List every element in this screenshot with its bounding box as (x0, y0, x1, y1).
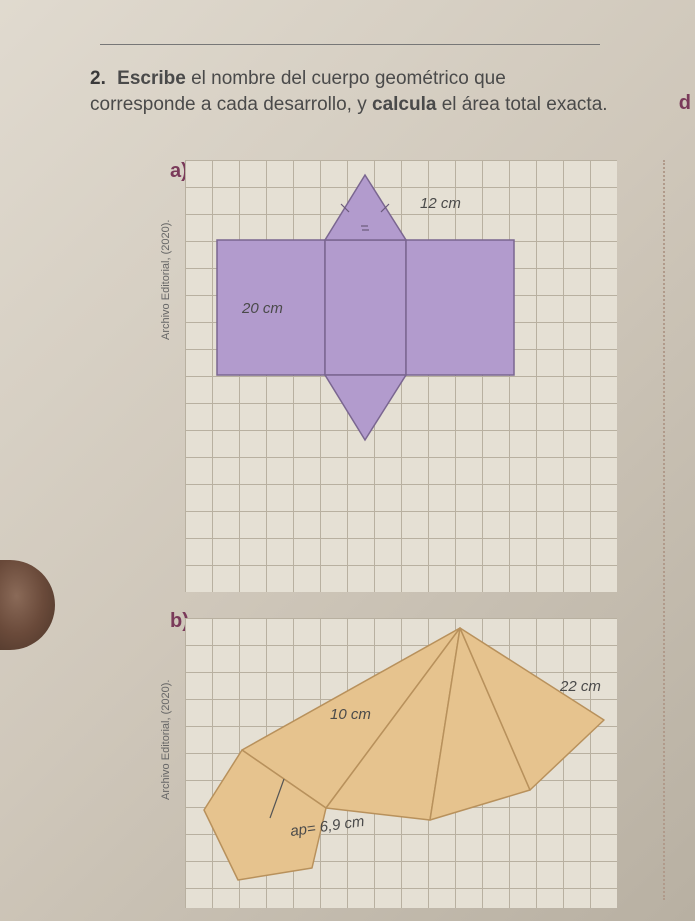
label-22cm: 22 cm (560, 678, 601, 695)
thumb-shadow (0, 560, 55, 650)
prism-rect-right (406, 240, 514, 375)
pyramid-net-svg (190, 620, 630, 910)
margin-letter-d: d (679, 92, 691, 115)
header-rule (100, 44, 600, 45)
prism-rect-mid (325, 240, 406, 375)
question-text: 2. Escribe el nombre del cuerpo geométri… (90, 66, 610, 117)
label-12cm: 12 cm (420, 195, 461, 212)
textbook-page: 2. Escribe el nombre del cuerpo geométri… (0, 0, 695, 921)
verb-calcula: calcula (372, 94, 436, 115)
credit-a: Archivo Editorial, (2020). (160, 220, 172, 340)
dotted-margin-line (663, 160, 665, 900)
prism-tri-bot (325, 375, 406, 440)
question-end: el área total exacta. (436, 94, 607, 115)
label-20cm: 20 cm (242, 300, 283, 317)
label-10cm: 10 cm (330, 706, 371, 723)
question-number: 2. (90, 68, 106, 89)
verb-escribe: Escribe (117, 68, 186, 89)
credit-b: Archivo Editorial, (2020). (160, 680, 172, 800)
